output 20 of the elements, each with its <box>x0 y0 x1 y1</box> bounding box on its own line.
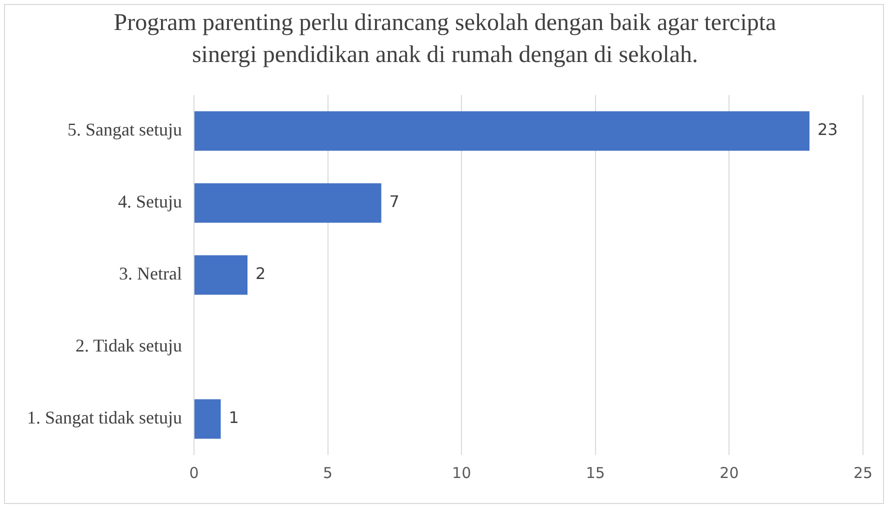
x-tick-label: 5 <box>323 464 333 482</box>
bar <box>194 255 248 295</box>
x-tick-label: 20 <box>720 464 739 482</box>
y-tick-label: 2. Tidak setuju <box>75 336 182 356</box>
data-label: 7 <box>389 192 400 212</box>
data-label: 1 <box>228 408 239 428</box>
y-tick-label: 4. Setuju <box>118 192 182 212</box>
chart-title: Program parenting perlu dirancang sekolah dengan baik agar tercipta sinergi pendidikan anak di rumah dengan di sekolah. <box>112 9 778 70</box>
x-tick-label: 25 <box>853 464 873 482</box>
data-label: 2 <box>256 264 266 284</box>
data-label: 23 <box>817 120 838 140</box>
y-tick-label: 3. Netral <box>118 264 182 284</box>
bar <box>194 183 382 223</box>
y-tick-label: 1. Sangat tidak setuju <box>26 408 182 428</box>
bar <box>194 399 221 439</box>
y-tick-label: 5. Sangat setuju <box>67 120 182 140</box>
x-tick-label: 0 <box>189 464 199 482</box>
bar <box>194 111 810 151</box>
x-tick-label: 10 <box>452 464 472 482</box>
x-tick-label: 15 <box>586 464 605 482</box>
